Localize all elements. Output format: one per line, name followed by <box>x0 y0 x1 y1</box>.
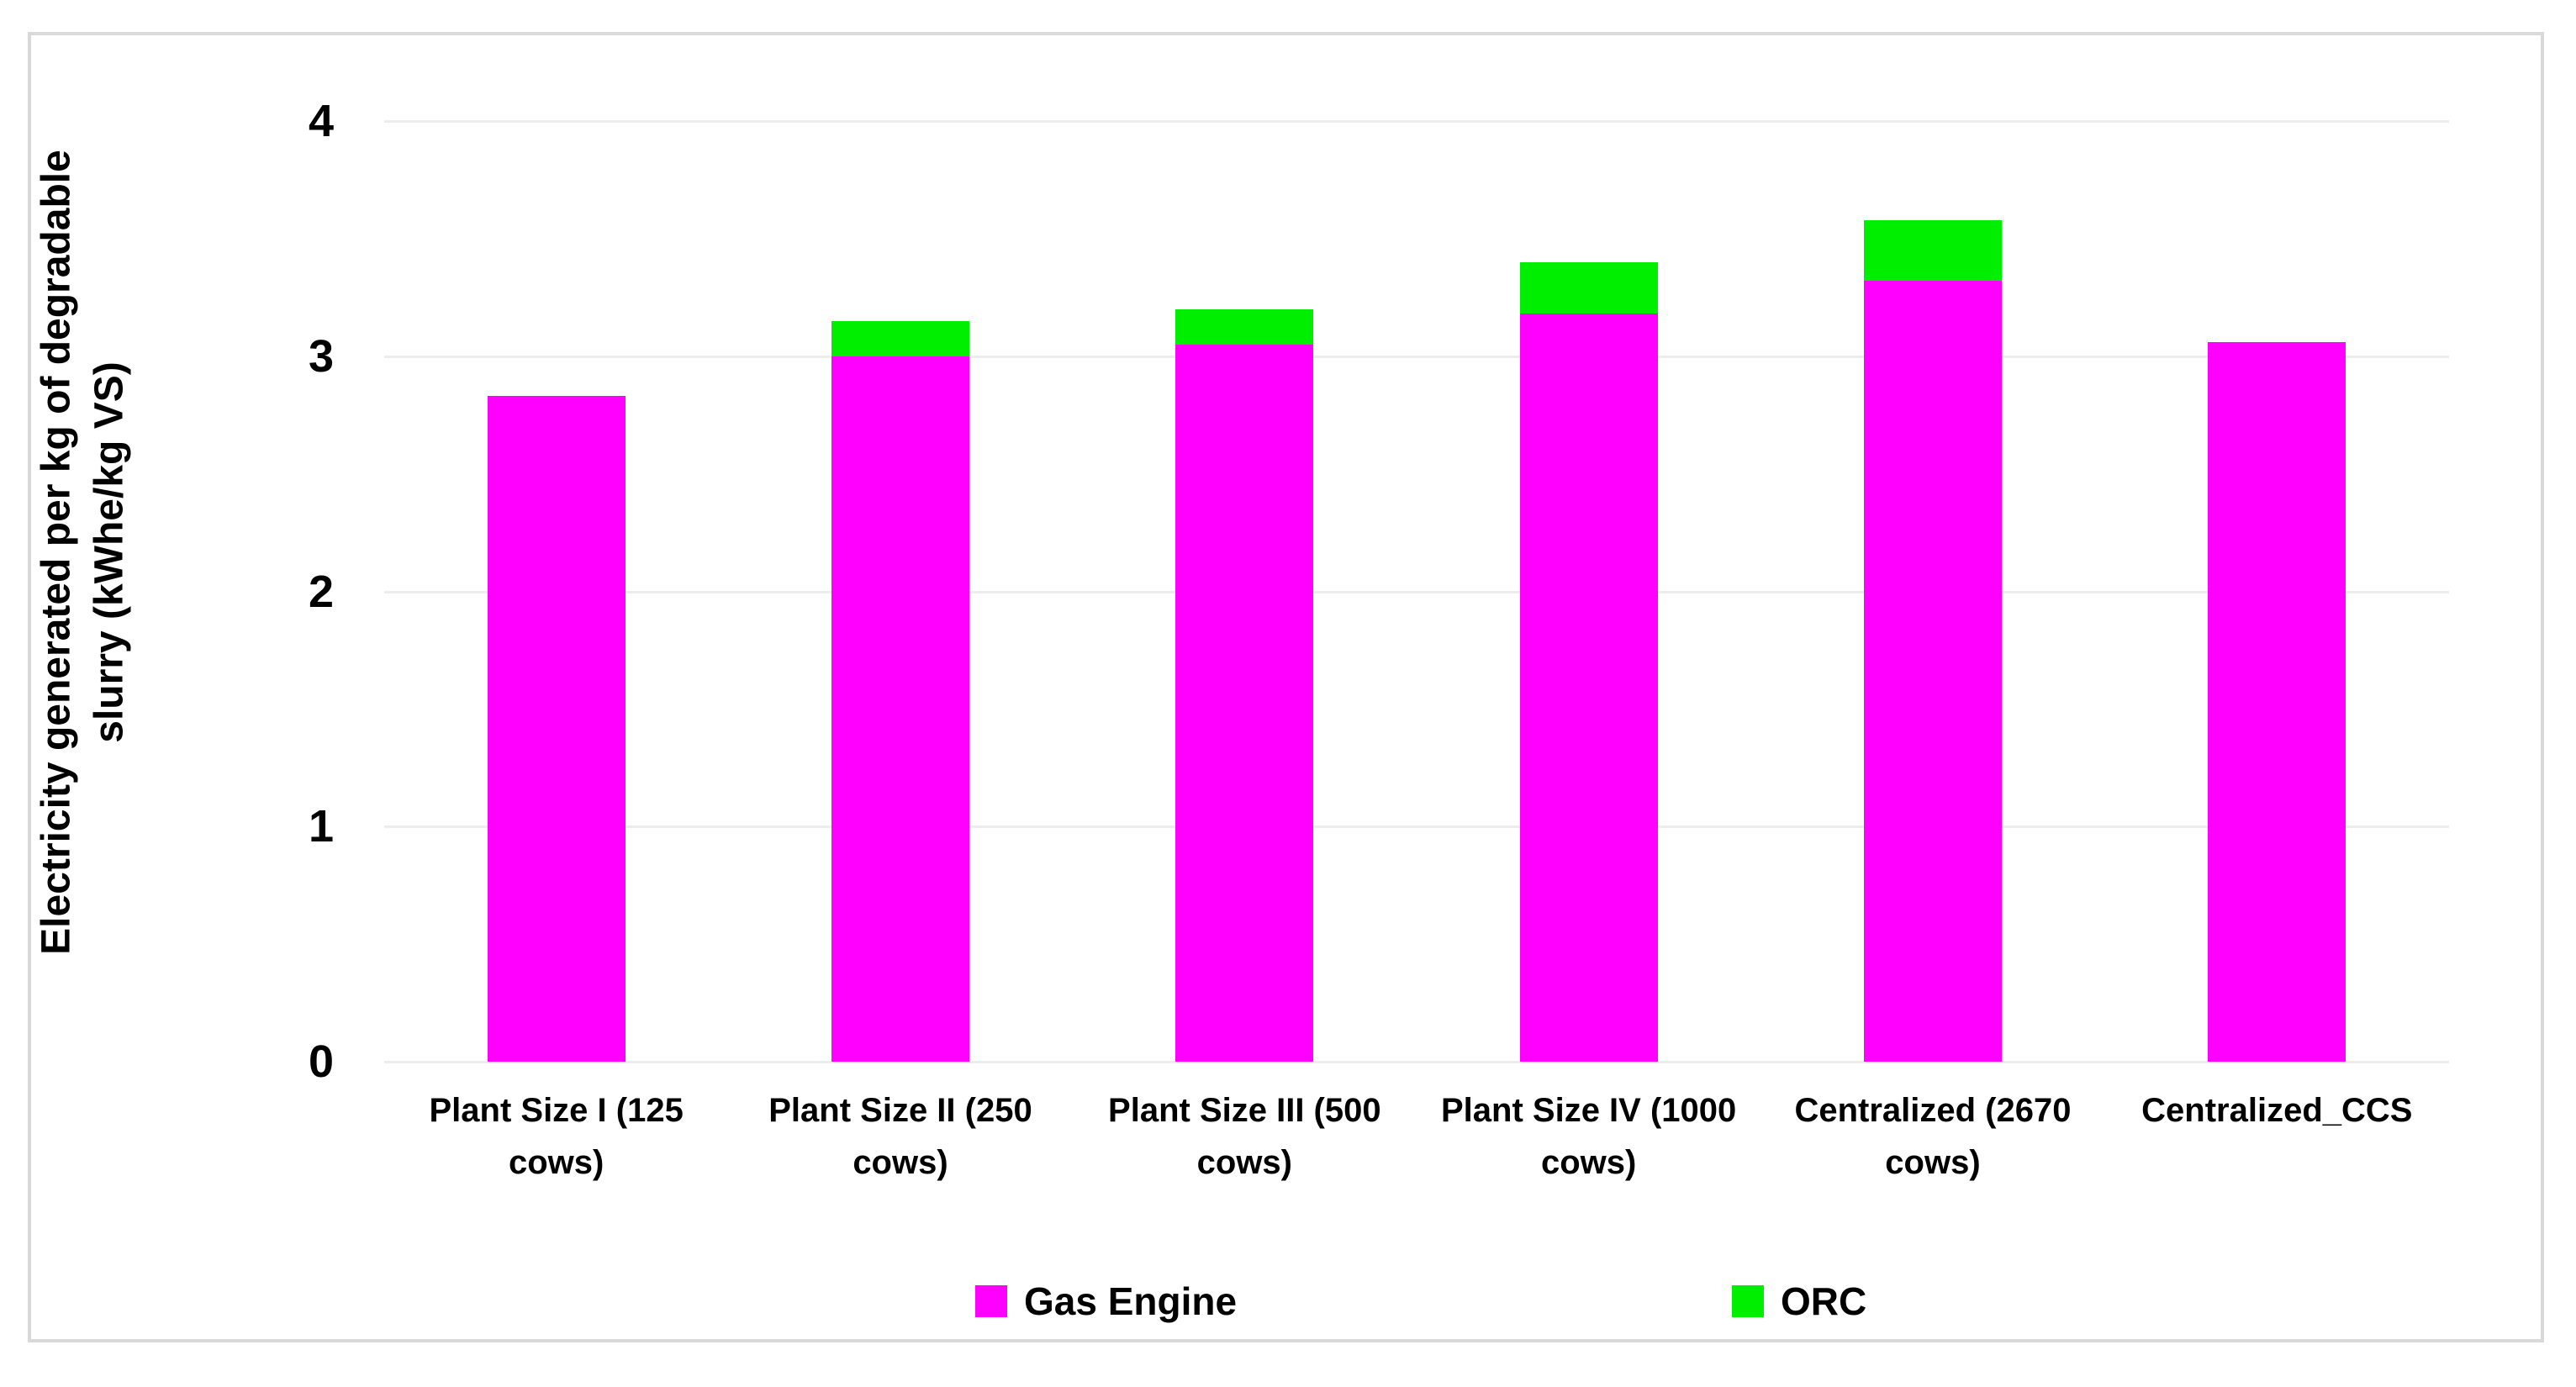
x-category-label-1: Plant Size I (125 cows) <box>429 1092 684 1181</box>
bar-segment-orc-5 <box>1864 219 2002 282</box>
gridline-4 <box>384 120 2449 123</box>
x-category-label-6: Centralized_CCS <box>2141 1092 2413 1129</box>
plot-area <box>384 120 2449 1063</box>
y-tick-label-3: 3 <box>308 330 334 382</box>
y-axis-title: Electricity generated per kg of degradab… <box>30 69 137 1036</box>
y-tick-label-4: 4 <box>308 96 334 146</box>
legend-item-gas-engine: Gas Engine <box>975 1279 1238 1323</box>
bar-segment-gas-engine-5 <box>1864 281 2002 1062</box>
y-tick-label-0: 0 <box>308 1036 334 1087</box>
orc-swatch-icon <box>1732 1285 1764 1317</box>
x-category-label-4: Plant Size IV (1000 cows) <box>1441 1092 1737 1181</box>
bar-stack-1 <box>487 396 626 1062</box>
y-axis-title-line2: slurry (kWhe/kg VS) <box>87 361 132 743</box>
bar-segment-gas-engine-4 <box>1519 314 1658 1062</box>
gridline-2 <box>384 590 2449 593</box>
bar-stack-3 <box>1175 309 1314 1062</box>
bar-stack-6 <box>2208 341 2346 1062</box>
bar-segment-orc-2 <box>831 320 969 356</box>
bar-stack-2 <box>831 320 969 1062</box>
x-category-label-2: Plant Size II (250 cows) <box>768 1092 1032 1181</box>
chart-panel: Electricity generated per kg of degradab… <box>28 32 2544 1342</box>
y-axis-title-line1: Electricity generated per kg of degradab… <box>34 150 79 955</box>
gridline-3 <box>384 355 2449 358</box>
legend-label-gas-engine: Gas Engine <box>1024 1279 1238 1323</box>
y-tick-label-1: 1 <box>308 801 334 852</box>
gridline-1 <box>384 825 2449 829</box>
x-category-label-5: Centralized (2670 cows) <box>1794 1092 2072 1181</box>
bar-segment-orc-3 <box>1175 309 1314 345</box>
gridline-0 <box>384 1061 2449 1063</box>
x-axis-category-labels: Plant Size I (125 cows) Plant Size II (25… <box>384 1084 2449 1189</box>
bar-stack-5 <box>1864 219 2002 1062</box>
x-category-label-3: Plant Size III (500 cows) <box>1108 1092 1381 1181</box>
bar-stack-4 <box>1519 261 1658 1062</box>
bar-segment-gas-engine-3 <box>1175 344 1314 1062</box>
legend-item-orc: ORC <box>1732 1279 1867 1323</box>
bar-segment-gas-engine-6 <box>2208 341 2346 1062</box>
bar-segment-orc-4 <box>1519 261 1658 314</box>
bar-segment-gas-engine-1 <box>487 396 626 1062</box>
legend-label-orc: ORC <box>1781 1279 1867 1323</box>
gas-engine-swatch-icon <box>975 1285 1007 1317</box>
y-tick-label-2: 2 <box>308 566 334 617</box>
bar-segment-gas-engine-2 <box>831 356 969 1062</box>
